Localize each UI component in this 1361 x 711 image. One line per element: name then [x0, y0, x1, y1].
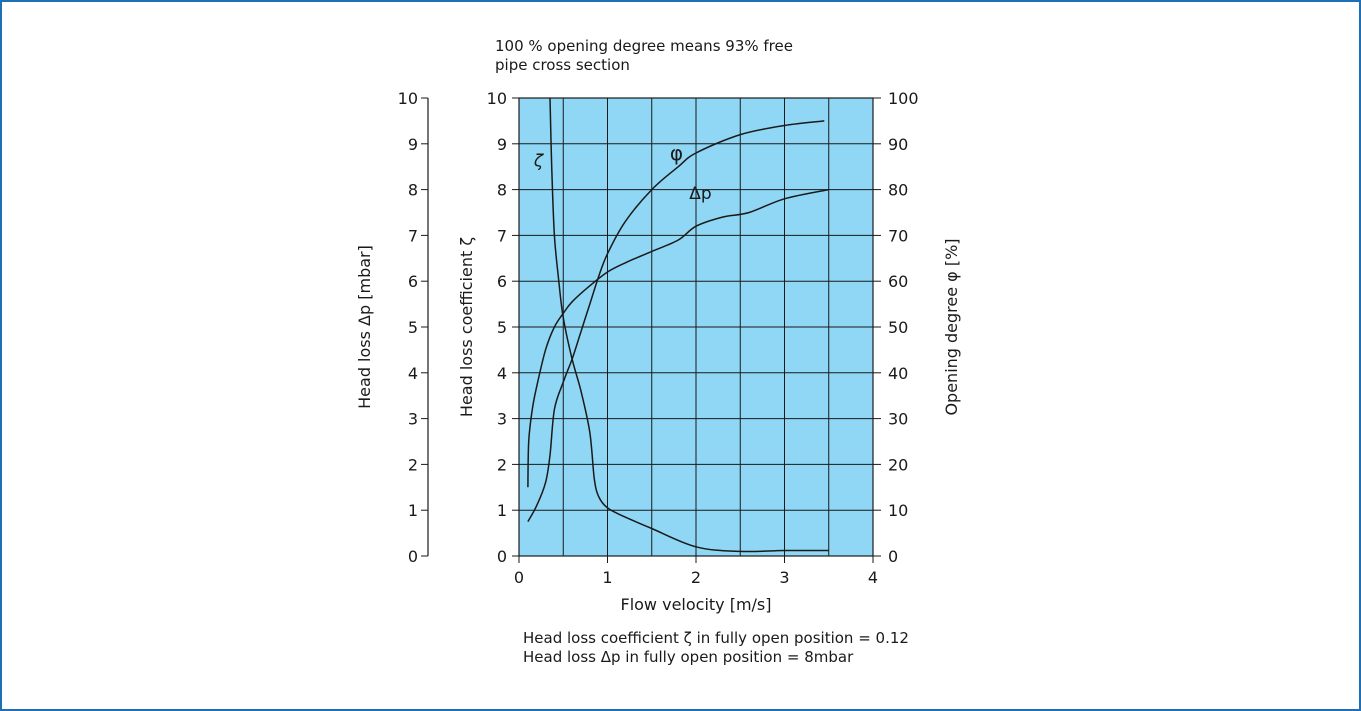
tick-label-right: 70 — [888, 226, 908, 245]
tick-label-left-inner: 2 — [497, 455, 507, 474]
tick-label-right: 0 — [888, 547, 898, 566]
tick-label-left-outer: 9 — [408, 135, 418, 154]
series-label-zeta: ζ — [533, 152, 545, 172]
tick-label-x: 2 — [691, 568, 701, 587]
tick-label-left-outer: 4 — [408, 364, 418, 383]
series-line-delta-p — [527, 120, 825, 522]
tick-label-x: 3 — [779, 568, 789, 587]
series-line-zeta — [549, 97, 829, 553]
tick-label-left-outer: 8 — [408, 181, 418, 200]
tick-label-left-inner: 4 — [497, 364, 507, 383]
tick-label-x: 1 — [602, 568, 612, 587]
tick-label-left-inner: 8 — [497, 181, 507, 200]
tick-label-left-inner: 1 — [497, 501, 507, 520]
tick-label-left-outer: 7 — [408, 226, 418, 245]
tick-label-left-inner: 10 — [487, 89, 507, 108]
tick-label-right: 20 — [888, 455, 908, 474]
tick-label-x: 4 — [868, 568, 878, 587]
x-axis-label: Flow velocity [m/s] — [620, 595, 771, 614]
tick-label-left-outer: 10 — [398, 89, 418, 108]
tick-label-right: 40 — [888, 364, 908, 383]
tick-label-right: 100 — [888, 89, 919, 108]
top-note-line-2: pipe cross section — [495, 56, 630, 74]
y-axis-label-head-loss-coefficient: Head loss coefficient ζ — [457, 237, 476, 417]
tick-label-left-inner: 0 — [497, 547, 507, 566]
tick-label-left-inner: 5 — [497, 318, 507, 337]
y-axis-label-head-loss: Head loss Δp [mbar] — [355, 245, 374, 409]
tick-label-left-outer: 3 — [408, 410, 418, 429]
curves: ζ φ Δp — [527, 97, 829, 553]
tick-label-x: 0 — [514, 568, 524, 587]
grid — [519, 98, 873, 556]
tick-label-left-inner: 7 — [497, 226, 507, 245]
axes: 0123456789100123456789100102030405060708… — [398, 89, 919, 587]
tick-label-left-inner: 9 — [497, 135, 507, 154]
tick-label-left-outer: 2 — [408, 455, 418, 474]
top-note-line-1: 100 % opening degree means 93% free — [495, 37, 793, 55]
series-label-phi: φ — [670, 141, 683, 165]
tick-label-left-outer: 6 — [408, 272, 418, 291]
tick-label-left-outer: 0 — [408, 547, 418, 566]
bottom-note-line-1: Head loss coefficient ζ in fully open po… — [523, 629, 909, 647]
tick-label-left-inner: 6 — [497, 272, 507, 291]
tick-label-right: 80 — [888, 181, 908, 200]
tick-label-right: 30 — [888, 410, 908, 429]
axis-labels: Flow velocity [m/s] Head loss Δp [mbar] … — [355, 237, 961, 614]
bottom-note-line-2: Head loss Δp in fully open position = 8m… — [523, 648, 854, 666]
tick-label-right: 50 — [888, 318, 908, 337]
tick-label-left-outer: 1 — [408, 501, 418, 520]
tick-label-right: 90 — [888, 135, 908, 154]
tick-label-left-inner: 3 — [497, 410, 507, 429]
tick-label-right: 10 — [888, 501, 908, 520]
tick-label-right: 60 — [888, 272, 908, 291]
tick-label-left-outer: 5 — [408, 318, 418, 337]
series-label-delta-p: Δp — [689, 184, 711, 204]
y-axis-label-opening-degree: Opening degree φ [%] — [942, 238, 961, 415]
